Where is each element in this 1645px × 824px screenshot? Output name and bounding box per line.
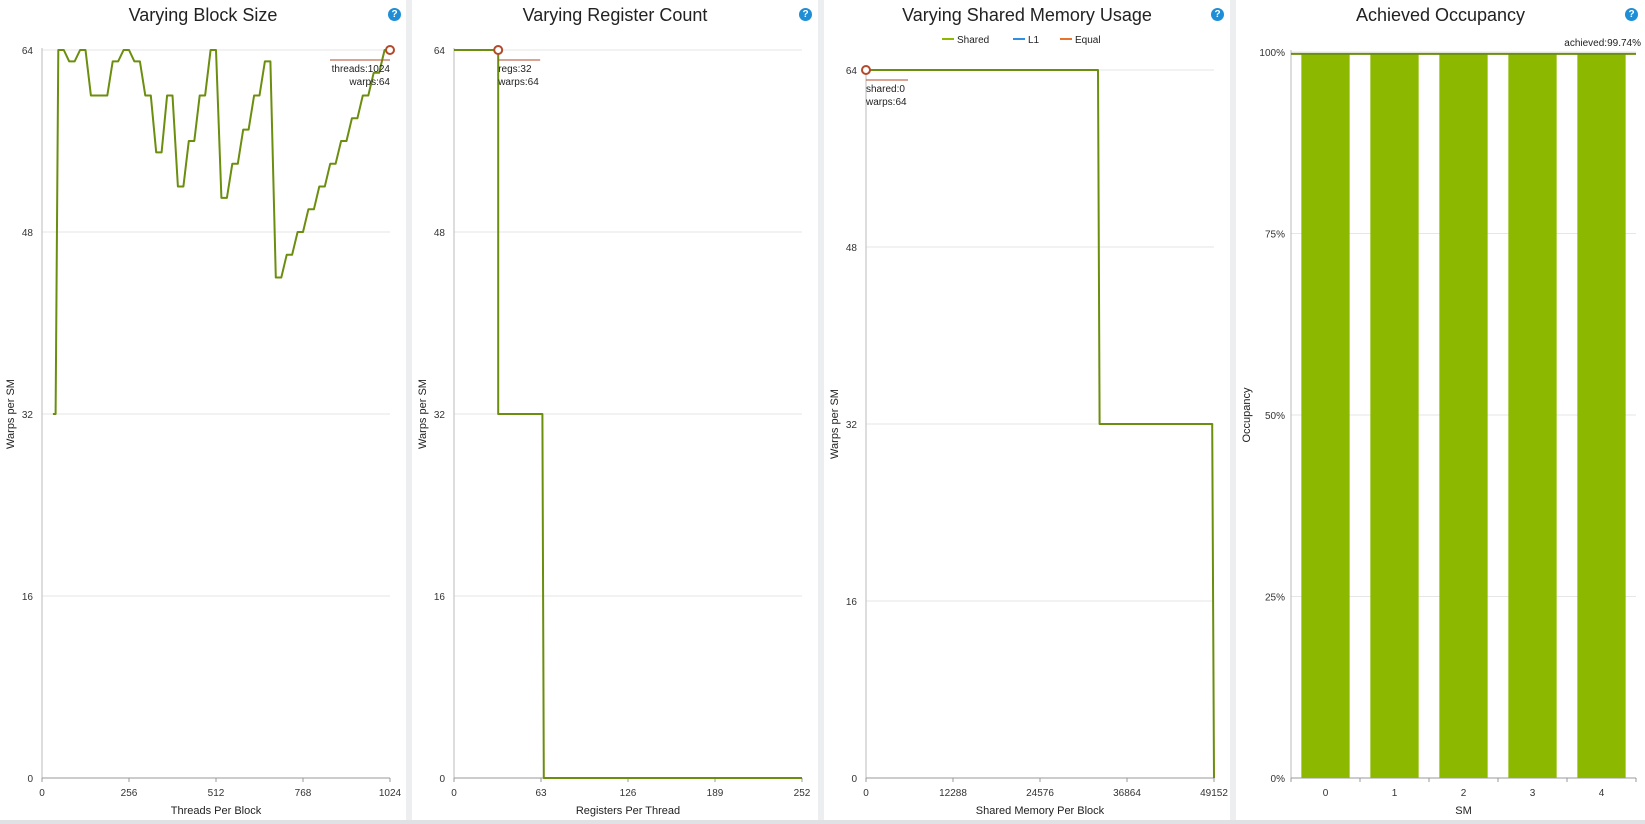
annotation-label: warps:64 bbox=[497, 77, 539, 88]
y-tick-label: 0 bbox=[851, 774, 857, 785]
occupancy-bar bbox=[1439, 54, 1488, 779]
x-tick-label: 0 bbox=[1323, 788, 1329, 799]
shared-memory-panel: Varying Shared Memory Usage ? 0 16 32 48 64 0… bbox=[824, 0, 1230, 820]
block-size-panel: Varying Block Size ? 0 16 32 48 64 0 256 512 768… bbox=[0, 0, 406, 820]
shared-memory-chart: 0 16 32 48 64 0 12288 24576 36864 49152 Shared Mem… bbox=[829, 35, 1228, 817]
y-axis-title: Warps per SM bbox=[5, 379, 17, 449]
x-tick-label: 3 bbox=[1530, 788, 1536, 799]
y-tick-label: 32 bbox=[434, 410, 446, 421]
register-count-chart: 0 16 32 48 64 0 63 126 189 252 Registers Per Threa… bbox=[417, 45, 811, 817]
panel-divider bbox=[406, 0, 412, 820]
occupancy-bar bbox=[1301, 54, 1350, 779]
x-tick-label: 512 bbox=[208, 788, 225, 799]
x-tick-label: 24576 bbox=[1026, 788, 1054, 799]
chart-title: Varying Register Count bbox=[522, 5, 708, 25]
y-tick-label: 0% bbox=[1271, 774, 1286, 785]
legend-label: L1 bbox=[1028, 35, 1040, 46]
y-tick-label: 50% bbox=[1265, 411, 1285, 422]
y-tick-label: 0 bbox=[27, 774, 33, 785]
series-line bbox=[866, 69, 1215, 779]
occupancy-bar bbox=[1508, 54, 1557, 779]
selection-marker bbox=[493, 45, 504, 55]
y-tick-label: 32 bbox=[22, 410, 34, 421]
achieved-occupancy-chart: 0% 25% 50% 75% 100% achieved:99.74% 0 1 2 3 4 SM Occ… bbox=[1241, 38, 1641, 817]
x-tick-label: 189 bbox=[707, 788, 724, 799]
x-tick-label: 252 bbox=[794, 788, 811, 799]
y-tick-label: 25% bbox=[1265, 593, 1285, 604]
achieved-occupancy-panel: Achieved Occupancy ? 0% 25% 50% 75% 100% achi… bbox=[1236, 0, 1645, 820]
question-mark-icon[interactable]: ? bbox=[1211, 8, 1224, 21]
question-mark-icon[interactable]: ? bbox=[388, 8, 401, 21]
y-tick-label: 100% bbox=[1259, 48, 1285, 59]
x-tick-label: 49152 bbox=[1200, 788, 1228, 799]
y-tick-label: 16 bbox=[846, 597, 858, 608]
x-tick-label: 4 bbox=[1599, 788, 1605, 799]
panel-divider bbox=[818, 0, 824, 820]
bottom-border bbox=[0, 820, 1645, 824]
y-tick-label: 48 bbox=[846, 243, 858, 254]
y-tick-label: 64 bbox=[846, 66, 858, 77]
x-axis-title: Registers Per Thread bbox=[576, 805, 680, 817]
question-mark-icon[interactable]: ? bbox=[799, 8, 812, 21]
x-tick-label: 2 bbox=[1461, 788, 1467, 799]
x-tick-label: 0 bbox=[451, 788, 457, 799]
annotation-label: threads:1024 bbox=[332, 64, 391, 75]
question-mark-icon[interactable]: ? bbox=[1625, 8, 1638, 21]
chart-title: Varying Block Size bbox=[128, 5, 278, 25]
x-tick-label: 12288 bbox=[939, 788, 967, 799]
y-tick-label: 48 bbox=[434, 228, 446, 239]
x-tick-label: 1024 bbox=[379, 788, 402, 799]
series-line bbox=[454, 49, 802, 779]
x-tick-label: 256 bbox=[121, 788, 138, 799]
selection-marker bbox=[385, 45, 395, 55]
chart-title: Achieved Occupancy bbox=[1355, 5, 1526, 25]
x-tick-label: 0 bbox=[39, 788, 45, 799]
x-axis-title: Shared Memory Per Block bbox=[976, 805, 1105, 817]
legend-label: Shared bbox=[957, 35, 989, 46]
occupancy-bar bbox=[1577, 54, 1626, 779]
x-tick-label: 63 bbox=[535, 788, 547, 799]
block-size-chart: 0 16 32 48 64 0 256 512 768 1024 Threads Per Block… bbox=[5, 45, 402, 817]
y-axis-title: Occupancy bbox=[1241, 387, 1253, 443]
panel-divider bbox=[1230, 0, 1236, 820]
y-tick-label: 0 bbox=[439, 774, 445, 785]
legend-label: Equal bbox=[1075, 35, 1101, 46]
y-tick-label: 64 bbox=[434, 46, 446, 57]
y-axis-title: Warps per SM bbox=[829, 389, 841, 459]
chart-title: Varying Shared Memory Usage bbox=[902, 5, 1152, 25]
annotation-label: achieved:99.74% bbox=[1564, 38, 1641, 49]
x-axis-title: Threads Per Block bbox=[171, 805, 262, 817]
x-tick-label: 0 bbox=[863, 788, 869, 799]
y-tick-label: 16 bbox=[434, 592, 446, 603]
x-tick-label: 126 bbox=[620, 788, 637, 799]
y-tick-label: 32 bbox=[846, 420, 858, 431]
y-tick-label: 48 bbox=[22, 228, 34, 239]
x-tick-label: 1 bbox=[1392, 788, 1398, 799]
y-axis-title: Warps per SM bbox=[417, 379, 429, 449]
selection-marker bbox=[861, 65, 871, 75]
annotation-label: regs:32 bbox=[498, 64, 532, 75]
annotation-label: shared:0 bbox=[866, 84, 905, 95]
y-tick-label: 64 bbox=[22, 46, 34, 57]
annotation-label: warps:64 bbox=[348, 77, 390, 88]
series-line bbox=[52, 49, 390, 415]
x-tick-label: 36864 bbox=[1113, 788, 1141, 799]
y-tick-label: 75% bbox=[1265, 230, 1285, 241]
y-tick-label: 16 bbox=[22, 592, 34, 603]
x-axis-title: SM bbox=[1455, 805, 1472, 817]
annotation-label: warps:64 bbox=[865, 97, 907, 108]
x-tick-label: 768 bbox=[295, 788, 312, 799]
register-count-panel: Varying Register Count ? 0 16 32 48 64 0 63 126… bbox=[412, 0, 818, 820]
occupancy-bar bbox=[1370, 54, 1419, 779]
